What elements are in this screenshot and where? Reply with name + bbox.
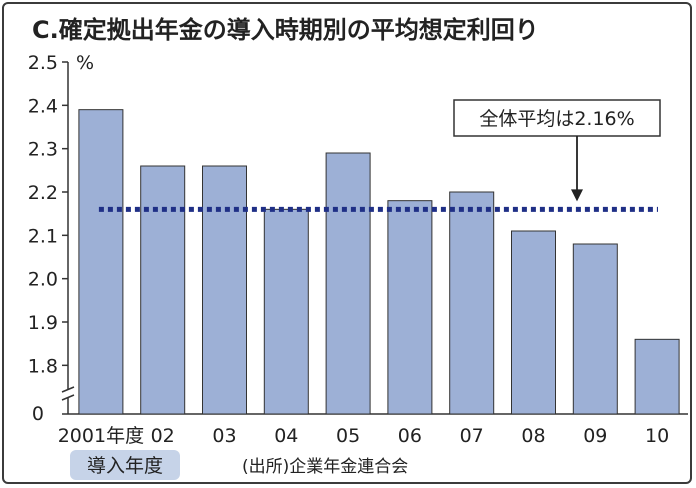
bar <box>78 109 124 415</box>
x-tick-labels: 2001年度 02 03 04 05 06 07 08 09 10 <box>58 425 669 447</box>
x-tick-label: 04 <box>274 425 298 447</box>
y-tick-label: 2.3 <box>28 139 58 161</box>
bars <box>78 109 680 415</box>
source-note: (出所)企業年金連合会 <box>242 457 408 477</box>
average-annotation: 全体平均は2.16% <box>98 99 661 212</box>
x-tick-label: 08 <box>521 425 545 447</box>
average-arrow-head <box>571 189 583 202</box>
y-unit-label: % <box>76 52 94 74</box>
y-tick-label: 2.4 <box>28 95 58 117</box>
x-tick-label: 07 <box>460 425 484 447</box>
x-axis-label: 導入年度 <box>87 455 163 477</box>
y-tick-label: 2.2 <box>28 182 58 204</box>
bar <box>263 208 309 415</box>
x-tick-label: 03 <box>212 425 236 447</box>
x-tick-label: 09 <box>583 425 607 447</box>
bar <box>634 338 680 415</box>
x-tick-label: 06 <box>398 425 422 447</box>
y-tick-label: 2.1 <box>28 225 58 247</box>
chart-frame: C.確定拠出年金の導入時期別の平均想定利回り 1.8 1.9 2.0 2.1 2.2 2.… <box>2 2 692 484</box>
chart-title: C.確定拠出年金の導入時期別の平均想定利回り <box>32 16 539 44</box>
chart-footer: 導入年度 (出所)企業年金連合会 <box>70 450 408 480</box>
average-label-box <box>453 99 661 137</box>
y-tick-label: 1.9 <box>28 312 58 334</box>
x-axis-label-badge <box>70 450 180 480</box>
axis-break-mark <box>61 386 75 401</box>
bar-chart: C.確定拠出年金の導入時期別の平均想定利回り 1.8 1.9 2.0 2.1 2.2 2.… <box>28 16 688 480</box>
bar <box>202 165 247 415</box>
x-tick-label: 05 <box>336 425 360 447</box>
bar <box>511 230 556 415</box>
bar <box>572 243 618 415</box>
y-tick-label: 2.0 <box>28 269 58 291</box>
y-tick-label: 1.8 <box>28 355 58 377</box>
bar <box>140 165 186 415</box>
bar <box>449 191 495 415</box>
y-tick-label-zero: 0 <box>32 403 44 425</box>
average-label: 全体平均は2.16% <box>479 108 634 130</box>
x-tick-label: 2001年度 <box>58 425 144 447</box>
y-tick-label: 2.5 <box>28 52 58 74</box>
bar <box>387 200 433 415</box>
x-tick-label: 02 <box>151 425 175 447</box>
bar <box>325 152 371 415</box>
axes: 1.8 1.9 2.0 2.1 2.2 2.3 2.4 2.5 0% <box>28 52 688 425</box>
x-tick-label: 10 <box>645 425 669 447</box>
